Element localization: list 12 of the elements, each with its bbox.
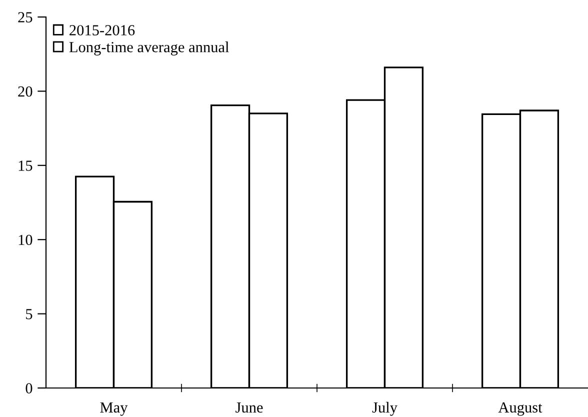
x-tick-label: June [236,402,263,413]
x-tick-label: May [100,402,128,416]
y-tick-label: 25 [18,12,32,22]
y-tick-label: 10 [18,234,32,246]
x-tick-label: August [498,402,542,416]
legend-label: Long-time average annual [69,42,229,56]
y-tick-label: 15 [18,160,32,171]
x-tick-label: July [372,402,398,416]
y-tick-label: 20 [18,86,32,97]
y-tick-label: 5 [26,309,32,320]
y-tick-label: 0 [26,383,32,394]
legend-label: 2015-2016 [70,25,135,36]
